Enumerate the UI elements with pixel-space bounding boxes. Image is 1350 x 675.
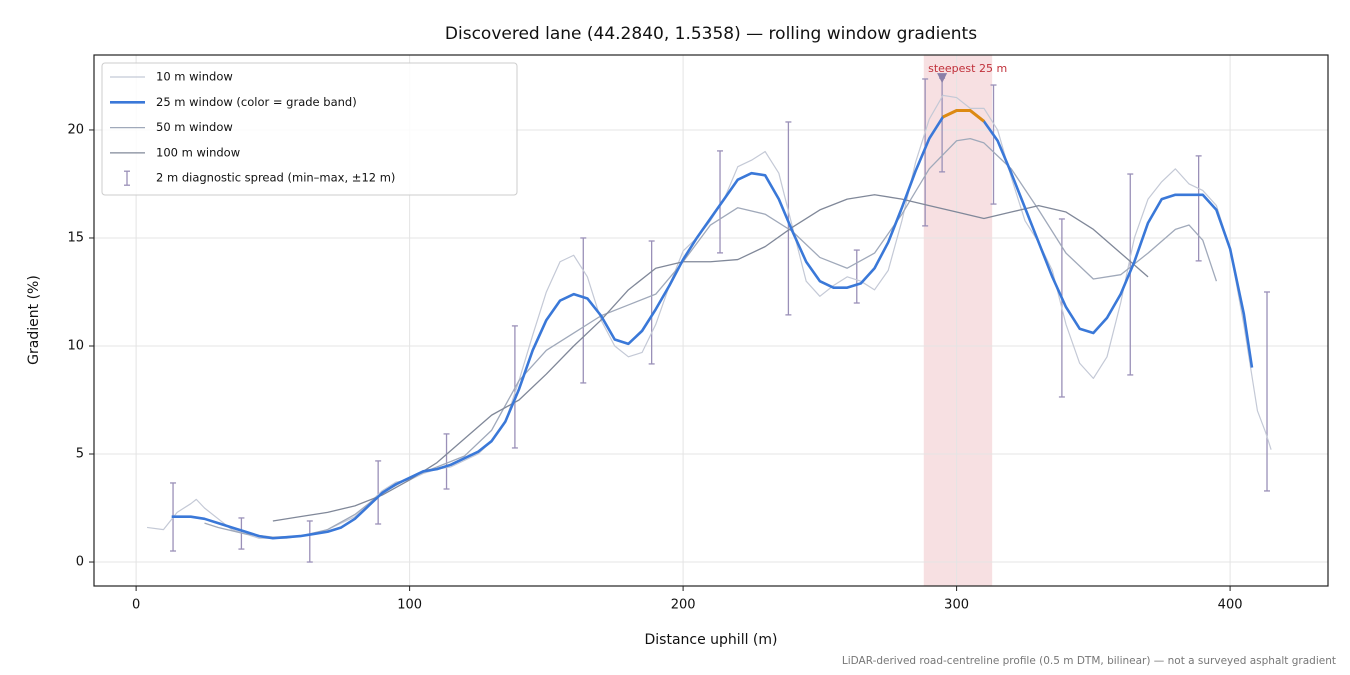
plot-frame	[93, 54, 1329, 587]
legend-label: 100 m window	[156, 145, 240, 159]
y-tick-label: 5	[76, 447, 84, 462]
chart-title: Discovered lane (44.2840, 1.5358) — roll…	[445, 24, 977, 44]
legend-label: 25 m window (color = grade band)	[156, 95, 357, 109]
error-bar	[990, 84, 997, 205]
line-series	[204, 137, 1218, 538]
annotation-text: steepest 25 m	[928, 62, 1007, 75]
x-tick-label: 300	[944, 598, 969, 613]
y-tick-label: 20	[67, 122, 84, 137]
error-bar	[785, 121, 792, 316]
line-series	[272, 194, 1149, 522]
y-axis-label: Gradient (%)	[26, 275, 42, 365]
line-series	[171, 109, 1254, 540]
x-tick-label: 100	[397, 598, 422, 613]
legend-label: 2 m diagnostic spread (min–max, ±12 m)	[156, 171, 395, 185]
x-tick-label: 200	[671, 598, 696, 613]
error-bar	[375, 460, 382, 525]
x-tick-label: 400	[1218, 598, 1243, 613]
y-tick-label: 15	[67, 230, 84, 245]
error-bar	[443, 433, 450, 490]
error-bar	[1264, 291, 1271, 492]
footnote: LiDAR-derived road-centreline profile (0…	[842, 655, 1336, 667]
grade-band-segment	[942, 109, 985, 123]
legend-label: 10 m window	[156, 70, 233, 84]
x-tick-label: 0	[132, 598, 140, 613]
error-bar	[853, 249, 860, 304]
error-bar	[306, 520, 313, 563]
legend-label: 50 m window	[156, 120, 233, 134]
error-bar	[922, 78, 929, 227]
y-tick-label: 10	[67, 338, 84, 353]
legend-box	[101, 62, 518, 196]
annotation-marker	[937, 73, 948, 84]
error-bar	[1195, 155, 1202, 262]
error-bar	[717, 150, 724, 254]
error-bar	[648, 240, 655, 365]
y-tick-label: 0	[76, 555, 84, 570]
legend: 10 m window 25 m window (color = grade ba…	[101, 62, 518, 196]
x-axis-label: Distance uphill (m)	[645, 632, 778, 648]
error-bar	[580, 237, 587, 384]
highlight-span	[923, 55, 993, 586]
